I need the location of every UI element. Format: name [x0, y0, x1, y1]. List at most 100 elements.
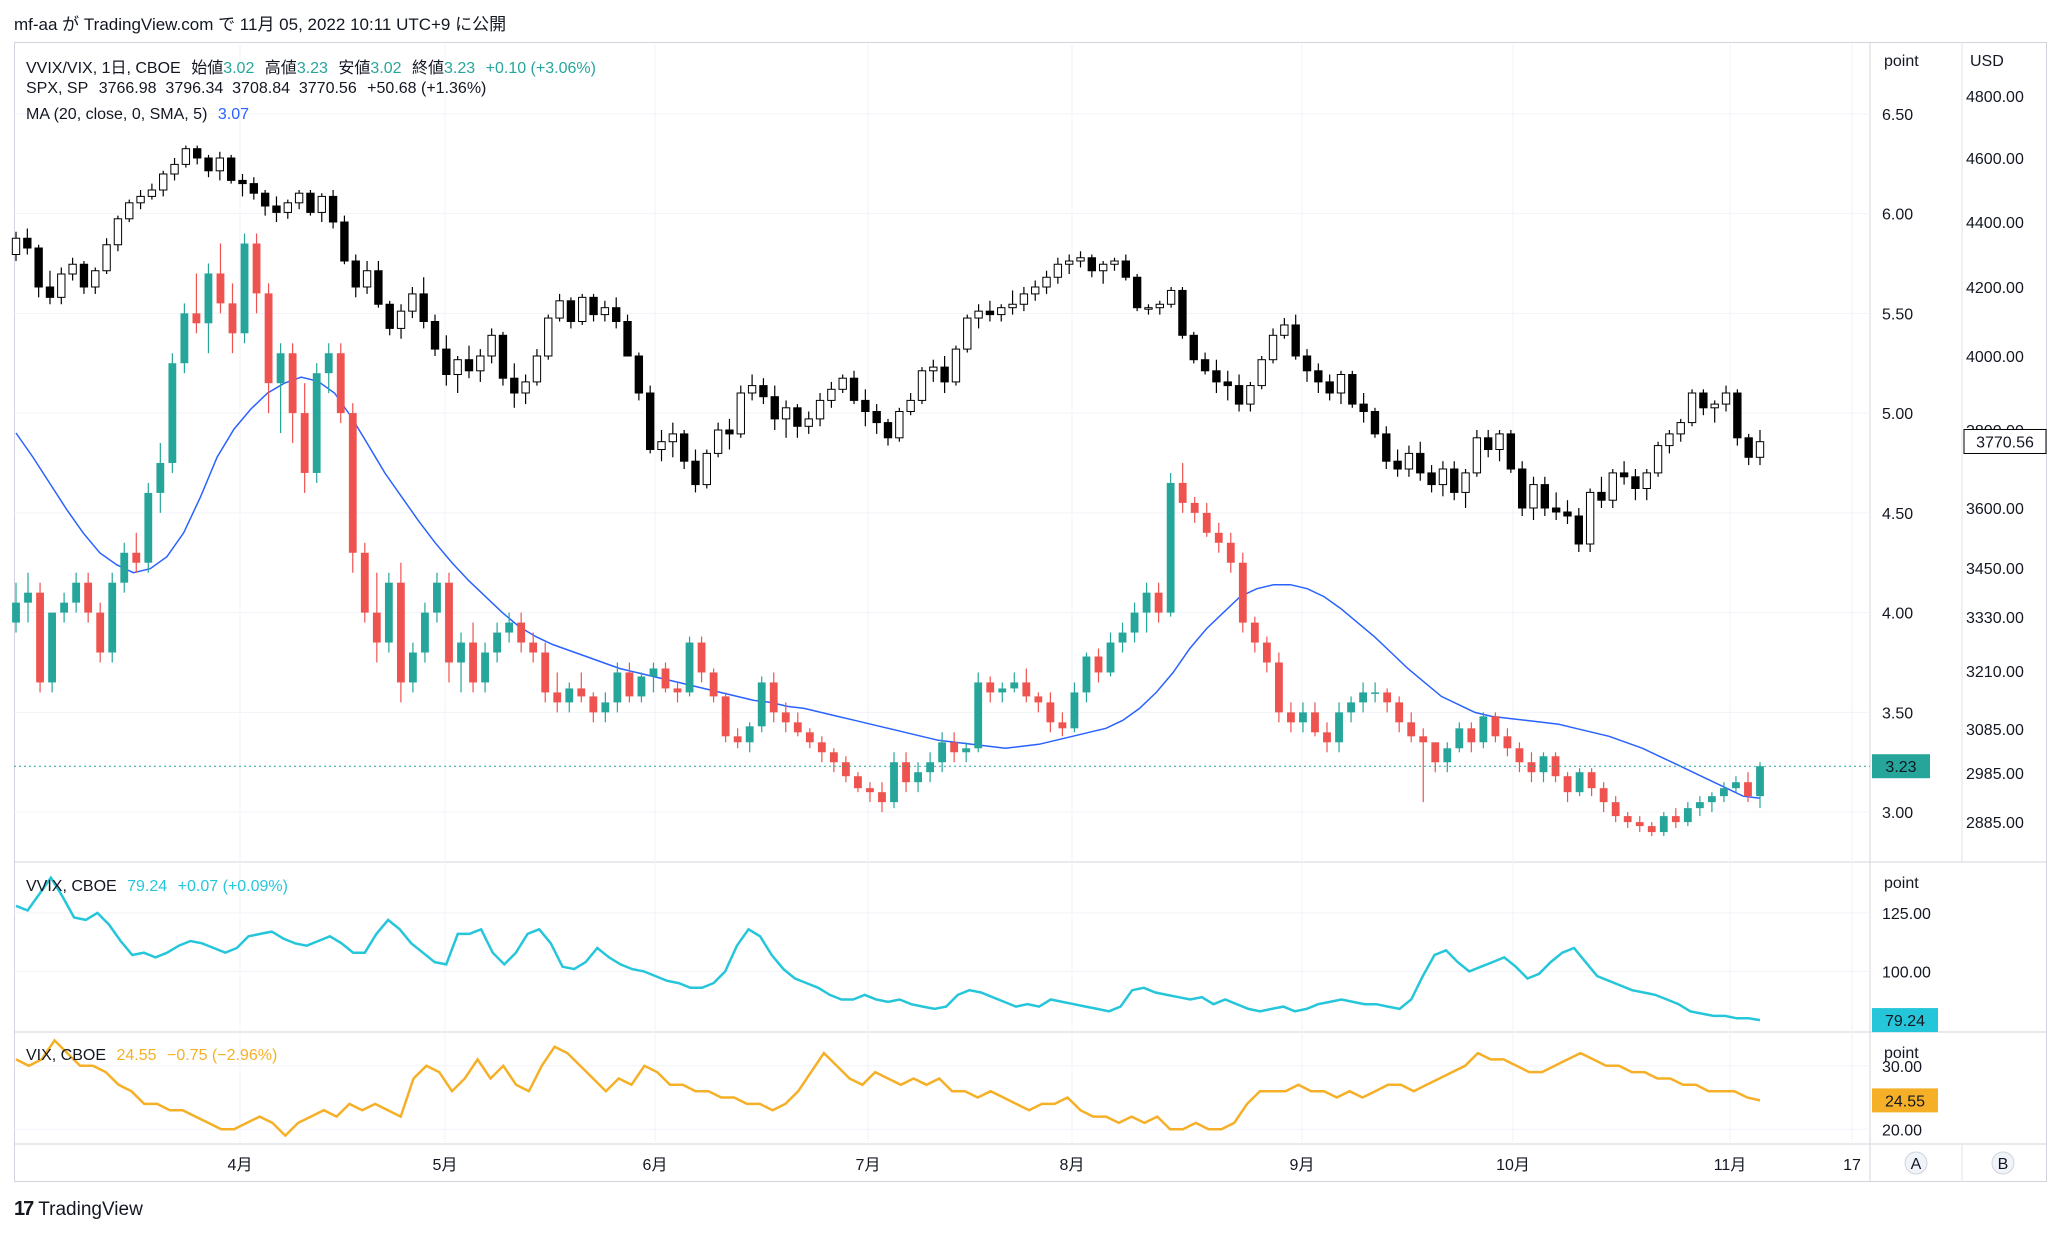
- ratio-candle-body: [673, 688, 682, 693]
- ratio-candle-body: [192, 313, 201, 324]
- ratio-candle: [1575, 768, 1584, 797]
- ratio-candle: [168, 353, 177, 473]
- ratio-candle: [144, 482, 153, 573]
- ratio-candle-body: [168, 363, 177, 463]
- spx-candle-body: [351, 260, 360, 288]
- spx-candle: [872, 404, 881, 434]
- ratio-candle: [396, 562, 405, 703]
- spx-candle: [136, 190, 145, 210]
- tradingview-footer[interactable]: 17 TradingView: [14, 1198, 143, 1221]
- spx-candle-body: [340, 221, 349, 262]
- spx-candle: [464, 345, 474, 379]
- spx-candle-body: [883, 422, 893, 439]
- ratio-candle: [1587, 768, 1596, 797]
- ratio-candle: [156, 443, 165, 513]
- ratio-candle-body: [445, 582, 453, 663]
- spx-candle-body: [872, 411, 881, 424]
- ratio-candle: [108, 572, 117, 663]
- spx-candle: [1223, 370, 1232, 401]
- spx-candle-body: [1506, 433, 1516, 470]
- ratio-candle-body: [1347, 702, 1355, 713]
- ratio-candle-body: [252, 243, 261, 294]
- spx-candle: [713, 422, 723, 458]
- spx-candle-body: [249, 183, 258, 194]
- spx-candle-body: [770, 396, 779, 420]
- spx-candle: [1529, 476, 1538, 520]
- ratio-candle: [421, 602, 429, 663]
- vvix-last-badge: [1872, 1008, 1938, 1033]
- spx-candle: [1744, 433, 1753, 466]
- legend-spx-symbol: SPX, SP: [26, 80, 89, 97]
- ratio-candle-body: [1455, 728, 1464, 749]
- spx-last-badge: [1963, 428, 2047, 454]
- ratio-candle: [1383, 688, 1392, 713]
- ratio-candle: [24, 572, 32, 623]
- spx-candle: [929, 359, 938, 382]
- ratio-candle: [757, 676, 766, 733]
- legend-vix-change: −0.75 (−2.96%): [166, 1047, 278, 1064]
- ratio-candle-body: [1142, 592, 1151, 613]
- ratio-candle: [1094, 648, 1103, 683]
- ratio-candle: [1010, 672, 1019, 693]
- ratio-candle-body: [48, 612, 56, 683]
- ratio-candle-body: [1262, 642, 1271, 663]
- legend-ma: MA (20, close, 0, SMA, 5) 3.07: [26, 106, 255, 124]
- spx-candle: [102, 238, 111, 274]
- spx-candle-body: [1585, 491, 1595, 545]
- spx-candle: [1246, 381, 1255, 412]
- spx-candle-body: [68, 263, 77, 275]
- spx-tick-label: 4400.00: [1966, 215, 2024, 232]
- spx-candle-body: [1631, 476, 1640, 489]
- ratio-candle: [1142, 582, 1151, 633]
- ratio-candle: [469, 622, 477, 693]
- spx-candle: [623, 314, 632, 357]
- spx-candle-body: [487, 334, 496, 357]
- ratio-candle: [817, 736, 826, 763]
- ratio-tick-label: 6.00: [1882, 207, 1913, 224]
- ratio-candle: [1202, 502, 1211, 537]
- spx-candle-body: [1065, 260, 1074, 265]
- spx-candle-body: [419, 293, 428, 322]
- spx-candle: [1608, 469, 1617, 508]
- spx-candle: [589, 293, 598, 322]
- ratio-candle-body: [1299, 712, 1307, 723]
- spx-candle: [11, 231, 21, 261]
- vvix-tick-label: 100.00: [1882, 964, 1931, 981]
- spx-candle: [1393, 449, 1402, 477]
- spx-candle-body: [1234, 385, 1244, 405]
- spx-candle: [1518, 461, 1527, 516]
- spx-candle: [362, 261, 372, 294]
- ratio-candle: [878, 782, 886, 813]
- ratio-candle-body: [769, 682, 778, 713]
- spx-candle-body: [725, 429, 734, 435]
- spx-candle: [113, 215, 123, 252]
- ratio-candle: [902, 752, 910, 793]
- ratio-candle-body: [421, 612, 429, 653]
- spx-candle-body: [1721, 392, 1731, 405]
- ratio-candle: [721, 692, 730, 743]
- ratio-candle-body: [1323, 732, 1331, 743]
- tradingview-brand: TradingView: [38, 1198, 143, 1220]
- spx-candle: [1574, 508, 1583, 552]
- spx-candle: [79, 261, 89, 294]
- ratio-candle: [697, 636, 706, 683]
- spx-candle: [260, 190, 270, 216]
- ratio-candle-body: [1707, 796, 1716, 803]
- ratio-candle: [457, 632, 465, 693]
- spx-candle: [1597, 476, 1606, 508]
- ratio-candle-body: [384, 582, 393, 643]
- ratio-candle: [1299, 702, 1307, 733]
- ratio-candle-body: [72, 582, 81, 603]
- scale-button-a[interactable]: [1904, 1151, 1928, 1175]
- spx-candle: [430, 314, 440, 356]
- ratio-candle-body: [1190, 502, 1199, 513]
- spx-candle: [306, 190, 315, 216]
- scale-button-b[interactable]: [1991, 1151, 2015, 1175]
- ratio-candle: [96, 602, 105, 663]
- ratio-candle: [48, 612, 56, 693]
- spx-candle: [238, 174, 247, 197]
- ratio-candle: [1347, 696, 1355, 723]
- ratio-candle: [914, 762, 922, 793]
- ratio-candle-body: [1659, 816, 1668, 833]
